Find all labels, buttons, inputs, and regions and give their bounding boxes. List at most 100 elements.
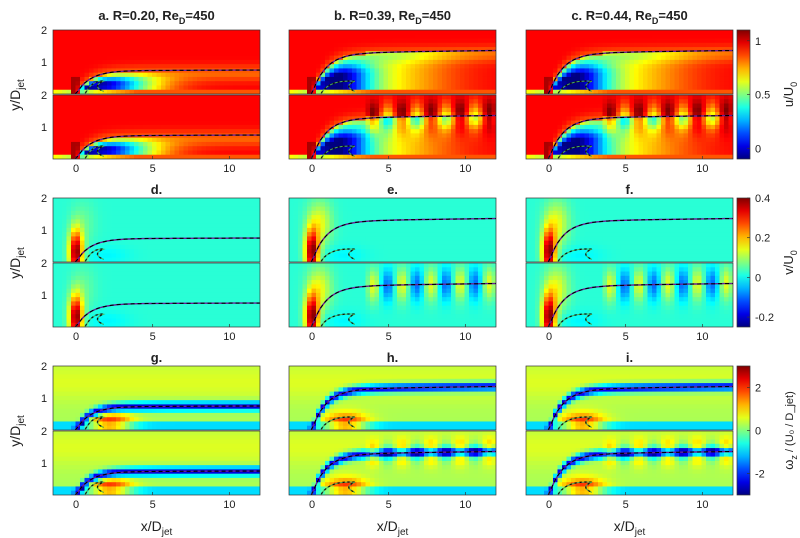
heatmap-cell: [188, 51, 194, 57]
heatmap-cell: [75, 215, 81, 220]
heatmap-cell: [125, 206, 131, 212]
heatmap-cell: [251, 198, 257, 203]
heatmap-cell: [589, 129, 595, 134]
heatmap-cell: [102, 257, 108, 262]
heatmap-cell: [715, 38, 721, 44]
heatmap-cell: [84, 253, 90, 259]
heatmap-cell: [715, 68, 721, 74]
heatmap-cell: [625, 112, 631, 117]
heatmap-cell: [246, 202, 252, 208]
heatmap-cell: [242, 51, 248, 57]
heatmap-cell: [210, 59, 216, 65]
heatmap-cell: [665, 76, 671, 82]
heatmap-cell: [487, 59, 493, 65]
heatmap-cell: [674, 99, 680, 105]
heatmap-cell: [643, 95, 649, 100]
heatmap-cell: [156, 116, 162, 122]
heatmap-cell: [553, 59, 559, 65]
heatmap-cell: [638, 120, 644, 126]
heatmap-cell: [401, 42, 407, 48]
heatmap-cell: [683, 95, 689, 100]
heatmap-cell: [57, 30, 63, 35]
heatmap-cell: [397, 146, 403, 152]
heatmap-cell: [625, 107, 631, 113]
heatmap-cell: [701, 120, 707, 126]
heatmap-cell: [388, 141, 394, 147]
heatmap-cell: [298, 133, 304, 139]
heatmap-cell: [84, 112, 90, 117]
heatmap-cell: [701, 59, 707, 65]
heatmap-cell: [165, 219, 171, 225]
heatmap-cell: [334, 38, 340, 44]
heatmap-cell: [670, 137, 676, 143]
heatmap-cell: [246, 76, 252, 82]
heatmap-cell: [228, 240, 234, 246]
heatmap-cell: [71, 133, 77, 139]
heatmap-cell: [161, 112, 167, 117]
heatmap-cell: [219, 215, 225, 220]
heatmap-cell: [197, 223, 203, 229]
heatmap-cell: [338, 116, 344, 122]
heatmap-cell: [71, 124, 77, 130]
heatmap-cell: [625, 85, 631, 91]
heatmap-cell: [670, 38, 676, 44]
heatmap-cell: [697, 124, 703, 130]
heatmap-cell: [165, 124, 171, 130]
heatmap-cell: [374, 107, 380, 113]
heatmap-cell: [361, 42, 367, 48]
heatmap-cell: [406, 30, 412, 35]
heatmap-cell: [692, 150, 698, 156]
heatmap-cell: [460, 99, 466, 105]
heatmap-cell: [143, 206, 149, 212]
heatmap-cell: [383, 64, 389, 69]
heatmap-cell: [143, 232, 149, 237]
heatmap-cell: [174, 99, 180, 105]
heatmap-cell: [451, 154, 457, 159]
heatmap-cell: [170, 64, 176, 69]
heatmap-cell: [242, 103, 248, 109]
heatmap-cell: [188, 72, 194, 78]
heatmap-cell: [701, 137, 707, 143]
heatmap-cell: [428, 107, 434, 113]
jet-trajectory-dashed: [74, 237, 260, 262]
heatmap-cell: [419, 64, 425, 69]
heatmap-cell: [188, 95, 194, 100]
heatmap-cell: [174, 150, 180, 156]
heatmap-cell: [584, 64, 590, 69]
heatmap-cell: [219, 72, 225, 78]
heatmap-cell: [71, 120, 77, 126]
heatmap-cell: [374, 150, 380, 156]
heatmap-cell: [161, 137, 167, 143]
heatmap-cell: [111, 68, 117, 74]
heatmap-cell: [347, 107, 353, 113]
heatmap-cell: [365, 55, 371, 61]
heatmap-cell: [242, 107, 248, 113]
heatmap-cell: [53, 72, 59, 78]
heatmap-cell: [352, 64, 358, 69]
heatmap-cell: [161, 253, 167, 259]
heatmap-cell: [107, 116, 113, 122]
heatmap-cell: [478, 47, 484, 52]
heatmap-cell: [392, 38, 398, 44]
heatmap-cell: [66, 150, 72, 156]
heatmap-cell: [347, 137, 353, 143]
heatmap-cell: [66, 133, 72, 139]
heatmap-cell: [143, 34, 149, 40]
heatmap-cell: [347, 68, 353, 74]
heatmap-cell: [410, 72, 416, 78]
heatmap-cell: [424, 72, 430, 78]
heatmap-cell: [370, 38, 376, 44]
heatmap-cell: [446, 59, 452, 65]
heatmap-cell: [188, 59, 194, 65]
heatmap-cell: [251, 68, 257, 74]
heatmap-cell: [165, 64, 171, 69]
heatmap-cell: [170, 227, 176, 233]
heatmap-cell: [233, 107, 239, 113]
heatmap-cell: [66, 95, 72, 100]
heatmap-cell: [478, 137, 484, 143]
heatmap-cell: [84, 244, 90, 250]
heatmap-cell: [224, 89, 230, 94]
heatmap-cell: [311, 116, 317, 122]
heatmap-cell: [593, 154, 599, 159]
heatmap-cell: [89, 120, 95, 126]
